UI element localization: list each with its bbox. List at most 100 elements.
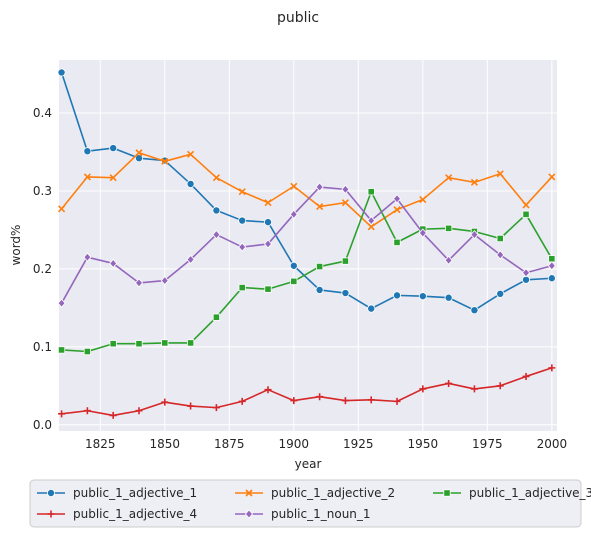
data-point	[316, 202, 324, 211]
legend-item: public_1_adjective_4	[37, 507, 197, 521]
x-tick-labels: 1825 1850 1875 1900 1925 1950 1975 2000	[85, 437, 567, 451]
data-point	[83, 173, 91, 181]
data-point	[367, 396, 375, 404]
data-point	[445, 379, 453, 387]
data-point	[212, 313, 220, 321]
legend-item: public_1_noun_1	[235, 507, 371, 521]
series-public_1_adjective_4	[58, 364, 556, 419]
data-point	[419, 195, 427, 204]
data-point	[341, 397, 349, 405]
data-point	[470, 385, 478, 393]
legend-item: public_1_adjective_3	[433, 486, 591, 500]
data-point	[238, 242, 247, 252]
data-point	[238, 397, 246, 405]
data-point	[109, 144, 118, 153]
data-point	[83, 147, 92, 156]
x-tick-label: 1900	[279, 437, 310, 451]
y-tick-label: 0.0	[33, 418, 52, 432]
data-point	[109, 258, 118, 269]
data-point	[522, 372, 530, 380]
data-point	[212, 174, 220, 182]
data-point	[496, 170, 504, 178]
data-point	[289, 209, 298, 219]
data-point	[238, 216, 247, 225]
data-point	[470, 229, 479, 240]
data-point	[548, 255, 556, 263]
data-point	[212, 404, 220, 412]
series-public_1_adjective_2	[58, 149, 556, 231]
x-tick-label: 1875	[214, 437, 245, 451]
data-point	[367, 188, 375, 196]
x-tick-label: 1975	[472, 437, 503, 451]
data-point	[418, 292, 427, 301]
data-point	[109, 411, 117, 419]
x-axis-label: year	[295, 457, 322, 471]
legend-box	[29, 479, 582, 528]
data-point	[496, 250, 505, 260]
data-point	[83, 407, 91, 415]
data-point	[238, 283, 246, 292]
data-point	[547, 261, 556, 271]
data-point	[264, 199, 272, 207]
data-point	[135, 340, 143, 348]
series-public_1_noun_1	[57, 182, 556, 308]
y-tick-label: 0.3	[33, 184, 52, 198]
data-point	[160, 275, 169, 286]
data-point	[445, 224, 453, 232]
data-point	[263, 239, 273, 249]
y-axis-label: word%	[9, 225, 23, 266]
data-point	[393, 238, 401, 246]
data-point	[264, 218, 273, 227]
x-tick-label: 1925	[343, 437, 374, 451]
y-tick-labels: 0.0 0.1 0.2 0.3 0.4	[33, 106, 52, 432]
data-point	[83, 252, 92, 262]
data-point	[316, 262, 324, 271]
data-point	[161, 398, 169, 406]
legend: public_1_adjective_1 public_1_adjective_2…	[29, 479, 591, 528]
x-tick-label: 2000	[537, 437, 568, 451]
data-point	[547, 274, 556, 283]
data-point	[392, 194, 402, 204]
data-point	[212, 206, 221, 215]
legend-marker	[47, 510, 55, 518]
legend-item: public_1_adjective_2	[235, 486, 395, 500]
x-tick-label: 1850	[150, 437, 181, 451]
data-point	[470, 178, 478, 186]
data-point	[187, 402, 195, 410]
data-point	[212, 229, 221, 240]
legend-marker	[47, 488, 56, 497]
data-point	[83, 347, 91, 356]
data-point	[264, 386, 272, 394]
legend-label: public_1_adjective_2	[271, 486, 395, 500]
data-point	[445, 174, 453, 182]
legend-item: public_1_adjective_1	[37, 486, 197, 500]
series-public_1_adjective_1	[57, 68, 556, 315]
data-point	[161, 339, 169, 347]
data-point	[496, 234, 504, 243]
data-point	[496, 289, 505, 298]
data-point	[393, 206, 401, 214]
data-point	[58, 410, 66, 418]
data-point	[238, 188, 246, 196]
data-point	[470, 306, 479, 315]
data-point	[444, 255, 453, 265]
chart-title: public	[277, 10, 319, 26]
legend-marker	[245, 489, 253, 497]
data-point	[496, 382, 504, 390]
data-point	[548, 364, 556, 372]
data-point	[290, 397, 298, 405]
data-point	[341, 199, 349, 207]
data-point	[341, 184, 350, 194]
data-point	[367, 304, 376, 313]
x-tick-label: 1825	[85, 437, 116, 451]
data-point	[522, 201, 530, 209]
legend-label: public_1_adjective_1	[73, 486, 197, 500]
data-point	[444, 293, 453, 302]
y-tick-label: 0.2	[33, 262, 52, 276]
data-point	[393, 397, 401, 405]
plot-area	[59, 60, 557, 431]
legend-marker	[443, 489, 451, 497]
data-point	[135, 149, 143, 157]
data-point	[419, 385, 427, 393]
